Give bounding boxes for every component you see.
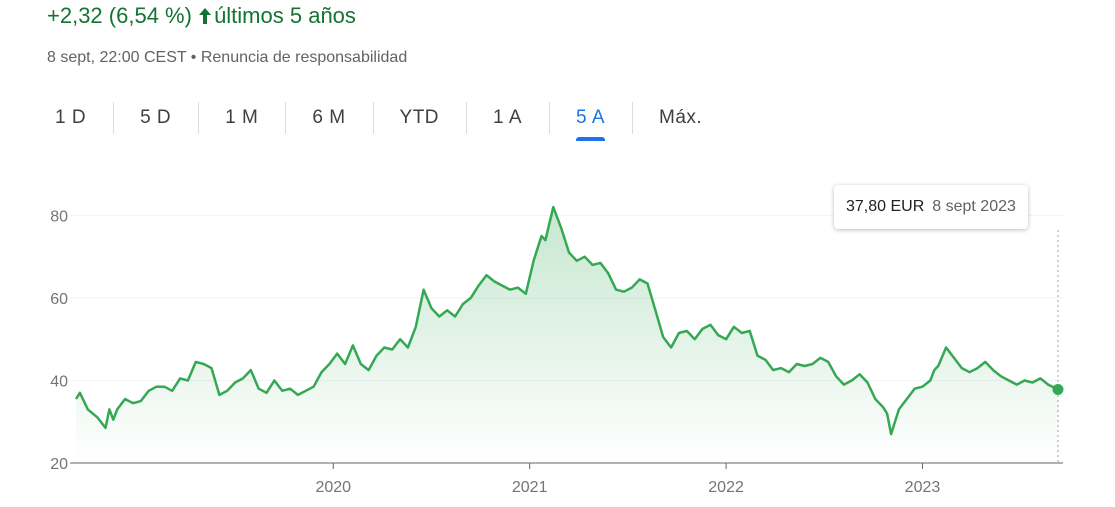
tab-m-x[interactable]: Máx.: [632, 98, 729, 138]
y-tick-label-20: 20: [50, 456, 68, 473]
tab-6-m[interactable]: 6 M: [285, 98, 372, 138]
disclaimer-link[interactable]: Renuncia de responsabilidad: [200, 49, 408, 66]
price-tooltip: 37,80 EUR 8 sept 2023: [834, 185, 1028, 229]
quote-meta: 8 sept, 22:00 CEST • Renuncia de respons…: [47, 49, 407, 67]
x-tick-label-2022: 2022: [708, 479, 744, 496]
timestamp: 8 sept, 22:00 CEST: [47, 49, 187, 66]
separator: •: [186, 49, 201, 66]
tab-1-d[interactable]: 1 D: [55, 107, 87, 128]
y-tick-label-60: 60: [50, 291, 68, 308]
tab-5-d[interactable]: 5 D: [113, 98, 198, 138]
tab-1-m[interactable]: 1 M: [198, 98, 285, 138]
y-tick-label-80: 80: [50, 208, 68, 225]
price-change-period: últimos 5 años: [214, 3, 356, 28]
arrow-up-icon: [198, 5, 212, 31]
tab-1-a[interactable]: 1 A: [466, 98, 549, 138]
x-tick-label-2023: 2023: [905, 479, 941, 496]
tooltip-price: 37,80 EUR: [846, 198, 925, 215]
y-tick-label-40: 40: [50, 373, 68, 390]
price-change-value: +2,32 (6,54 %): [47, 3, 192, 28]
tab-ytd[interactable]: YTD: [372, 98, 467, 138]
tab-5-a[interactable]: 5 A: [549, 98, 632, 141]
tooltip-date: 8 sept 2023: [932, 198, 1016, 215]
price-area-fill: [76, 207, 1058, 463]
price-change: +2,32 (6,54 %) últimos 5 años: [47, 3, 356, 31]
last-point-marker[interactable]: [1052, 384, 1064, 396]
price-line: [74, 205, 1059, 436]
x-tick-label-2020: 2020: [315, 479, 351, 496]
x-tick-label-2021: 2021: [512, 479, 548, 496]
